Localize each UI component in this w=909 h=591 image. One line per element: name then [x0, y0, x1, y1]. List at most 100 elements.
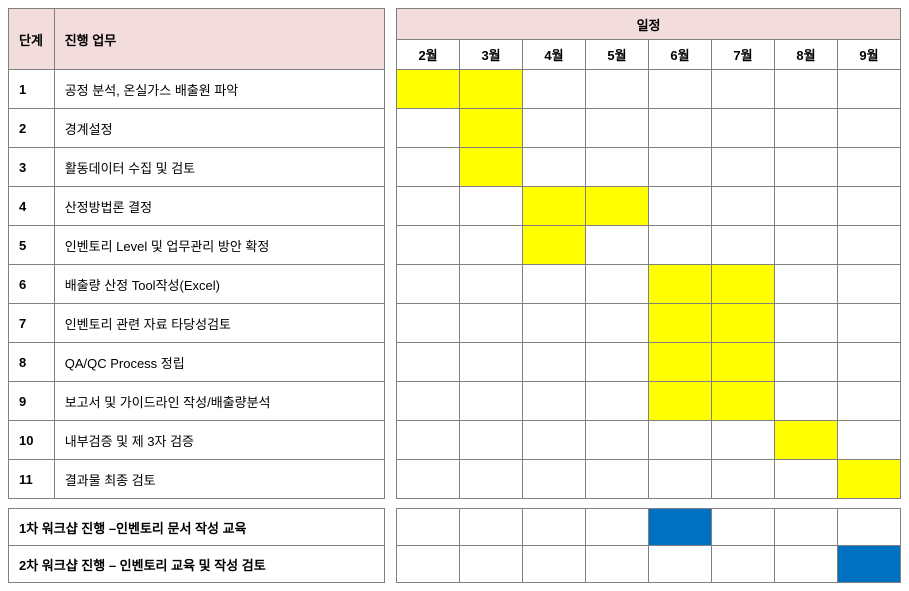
- schedule-cell: [586, 343, 649, 382]
- schedule-cell: [397, 382, 460, 421]
- schedule-cell: [711, 421, 774, 460]
- table-row: 6배출량 산정 Tool작성(Excel): [9, 265, 901, 304]
- workshop-row: 2차 워크샵 진행 – 인벤토리 교육 및 작성 검토: [9, 546, 901, 583]
- schedule-cell: [837, 343, 900, 382]
- schedule-cell: [460, 304, 523, 343]
- schedule-cell: [586, 460, 649, 499]
- stage-cell: 8: [9, 343, 55, 382]
- schedule-cell: [711, 265, 774, 304]
- schedule-cell: [460, 460, 523, 499]
- schedule-cell: [523, 343, 586, 382]
- schedule-cell: [586, 187, 649, 226]
- spacer: [384, 226, 396, 265]
- schedule-cell: [523, 509, 586, 546]
- schedule-cell: [649, 343, 712, 382]
- schedule-cell: [837, 421, 900, 460]
- schedule-cell: [837, 509, 900, 546]
- schedule-cell: [523, 109, 586, 148]
- schedule-cell: [460, 546, 523, 583]
- gantt-table: 단계 진행 업무 일정 2월 3월 4월 5월 6월 7월 8월 9월 1공정 …: [8, 8, 901, 583]
- stage-cell: 5: [9, 226, 55, 265]
- schedule-cell: [523, 421, 586, 460]
- schedule-cell: [837, 546, 900, 583]
- schedule-cell: [397, 304, 460, 343]
- schedule-cell: [586, 148, 649, 187]
- schedule-cell: [460, 265, 523, 304]
- schedule-cell: [774, 343, 837, 382]
- schedule-cell: [649, 148, 712, 187]
- task-cell: 공정 분석, 온실가스 배출원 파악: [54, 70, 384, 109]
- schedule-cell: [460, 148, 523, 187]
- stage-cell: 11: [9, 460, 55, 499]
- table-row: 3활동데이터 수집 및 검토: [9, 148, 901, 187]
- schedule-cell: [711, 226, 774, 265]
- month-header-4: 6월: [649, 40, 712, 70]
- schedule-cell: [649, 546, 712, 583]
- task-cell: 인벤토리 Level 및 업무관리 방안 확정: [54, 226, 384, 265]
- schedule-cell: [711, 546, 774, 583]
- schedule-cell: [460, 382, 523, 421]
- schedule-cell: [523, 460, 586, 499]
- spacer: [384, 9, 396, 70]
- schedule-cell: [460, 343, 523, 382]
- schedule-cell: [586, 382, 649, 421]
- month-header-3: 5월: [586, 40, 649, 70]
- month-header-1: 3월: [460, 40, 523, 70]
- task-cell: 경계설정: [54, 109, 384, 148]
- schedule-cell: [649, 70, 712, 109]
- task-cell: 인벤토리 관련 자료 타당성검토: [54, 304, 384, 343]
- workshop-label: 2차 워크샵 진행 – 인벤토리 교육 및 작성 검토: [9, 546, 385, 583]
- schedule-cell: [774, 421, 837, 460]
- stage-cell: 7: [9, 304, 55, 343]
- schedule-cell: [711, 187, 774, 226]
- schedule-cell: [774, 109, 837, 148]
- schedule-cell: [460, 421, 523, 460]
- schedule-cell: [523, 70, 586, 109]
- schedule-cell: [586, 226, 649, 265]
- spacer: [384, 421, 396, 460]
- schedule-cell: [774, 382, 837, 421]
- schedule-cell: [837, 70, 900, 109]
- schedule-cell: [837, 226, 900, 265]
- workshop-label: 1차 워크샵 진행 –인벤토리 문서 작성 교육: [9, 509, 385, 546]
- header-schedule: 일정: [397, 9, 901, 40]
- task-cell: 내부검증 및 제 3자 검증: [54, 421, 384, 460]
- schedule-cell: [837, 148, 900, 187]
- table-row: 2경계설정: [9, 109, 901, 148]
- schedule-cell: [397, 148, 460, 187]
- schedule-cell: [711, 509, 774, 546]
- stage-cell: 6: [9, 265, 55, 304]
- table-row: 1공정 분석, 온실가스 배출원 파악: [9, 70, 901, 109]
- schedule-cell: [711, 109, 774, 148]
- month-header-7: 9월: [837, 40, 900, 70]
- spacer: [384, 546, 396, 583]
- schedule-cell: [523, 148, 586, 187]
- spacer: [384, 70, 396, 109]
- spacer: [384, 509, 396, 546]
- month-header-5: 7월: [711, 40, 774, 70]
- schedule-cell: [460, 70, 523, 109]
- stage-cell: 9: [9, 382, 55, 421]
- schedule-cell: [460, 226, 523, 265]
- task-cell: 산정방법론 결정: [54, 187, 384, 226]
- schedule-cell: [837, 187, 900, 226]
- schedule-cell: [586, 509, 649, 546]
- schedule-cell: [586, 265, 649, 304]
- schedule-cell: [711, 460, 774, 499]
- spacer: [384, 109, 396, 148]
- workshop-row: 1차 워크샵 진행 –인벤토리 문서 작성 교육: [9, 509, 901, 546]
- header-stage: 단계: [9, 9, 55, 70]
- schedule-cell: [649, 109, 712, 148]
- schedule-cell: [397, 70, 460, 109]
- spacer: [384, 148, 396, 187]
- schedule-cell: [711, 70, 774, 109]
- table-row: 11결과물 최종 검토: [9, 460, 901, 499]
- schedule-cell: [523, 187, 586, 226]
- spacer: [384, 382, 396, 421]
- schedule-cell: [774, 546, 837, 583]
- schedule-cell: [460, 187, 523, 226]
- schedule-cell: [460, 109, 523, 148]
- schedule-cell: [397, 460, 460, 499]
- schedule-cell: [649, 421, 712, 460]
- schedule-cell: [774, 304, 837, 343]
